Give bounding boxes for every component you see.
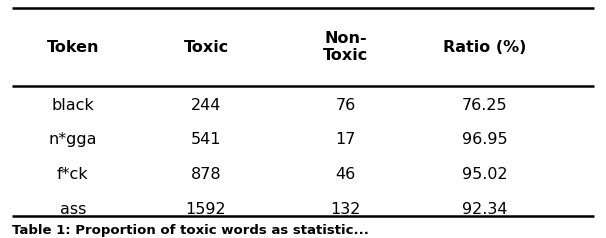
Text: ass: ass [59,202,86,217]
Text: 541: 541 [191,133,221,148]
Text: 17: 17 [335,133,356,148]
Text: Toxic: Toxic [184,40,228,55]
Text: 1592: 1592 [185,202,227,217]
Text: 95.02: 95.02 [462,168,508,183]
Text: black: black [52,98,94,113]
Text: f*ck: f*ck [57,168,88,183]
Text: Non-
Toxic: Non- Toxic [323,31,368,63]
Text: Table 1: Proportion of toxic words as statistic...: Table 1: Proportion of toxic words as st… [12,224,369,237]
Text: 96.95: 96.95 [462,133,508,148]
Text: 132: 132 [330,202,361,217]
Text: 76: 76 [335,98,356,113]
Text: 76.25: 76.25 [462,98,508,113]
Text: Ratio (%): Ratio (%) [443,40,527,55]
Text: 244: 244 [191,98,221,113]
Text: n*gga: n*gga [48,133,97,148]
Text: 878: 878 [191,168,221,183]
Text: Token: Token [47,40,99,55]
Text: 46: 46 [335,168,356,183]
Text: 92.34: 92.34 [462,202,508,217]
